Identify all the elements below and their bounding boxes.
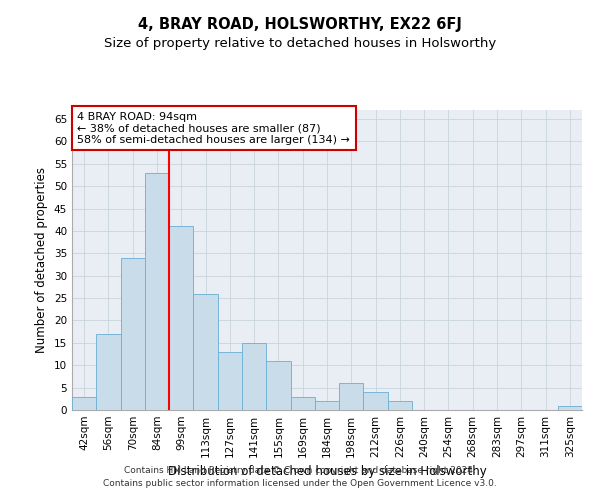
Bar (266, 360, 290, 410)
Text: Size of property relative to detached houses in Holsworthy: Size of property relative to detached ho… (104, 38, 496, 51)
Text: 4 BRAY ROAD: 94sqm
← 38% of detached houses are smaller (87)
58% of semi-detache: 4 BRAY ROAD: 94sqm ← 38% of detached hou… (77, 112, 350, 144)
Bar (388, 401, 412, 410)
Text: 4, BRAY ROAD, HOLSWORTHY, EX22 6FJ: 4, BRAY ROAD, HOLSWORTHY, EX22 6FJ (138, 18, 462, 32)
Bar (364, 392, 388, 410)
Bar (193, 294, 218, 410)
Bar (558, 406, 582, 410)
Bar (121, 258, 145, 410)
Bar (315, 401, 339, 410)
Y-axis label: Number of detached properties: Number of detached properties (35, 167, 49, 353)
Text: Contains HM Land Registry data © Crown copyright and database right 2024.
Contai: Contains HM Land Registry data © Crown c… (103, 466, 497, 487)
Bar (218, 352, 242, 410)
Bar (72, 396, 96, 410)
Bar (290, 396, 315, 410)
Bar (96, 334, 121, 410)
Bar (242, 343, 266, 410)
Bar (169, 226, 193, 410)
Bar (145, 172, 169, 410)
Bar (339, 383, 364, 410)
X-axis label: Distribution of detached houses by size in Holsworthy: Distribution of detached houses by size … (167, 466, 487, 478)
